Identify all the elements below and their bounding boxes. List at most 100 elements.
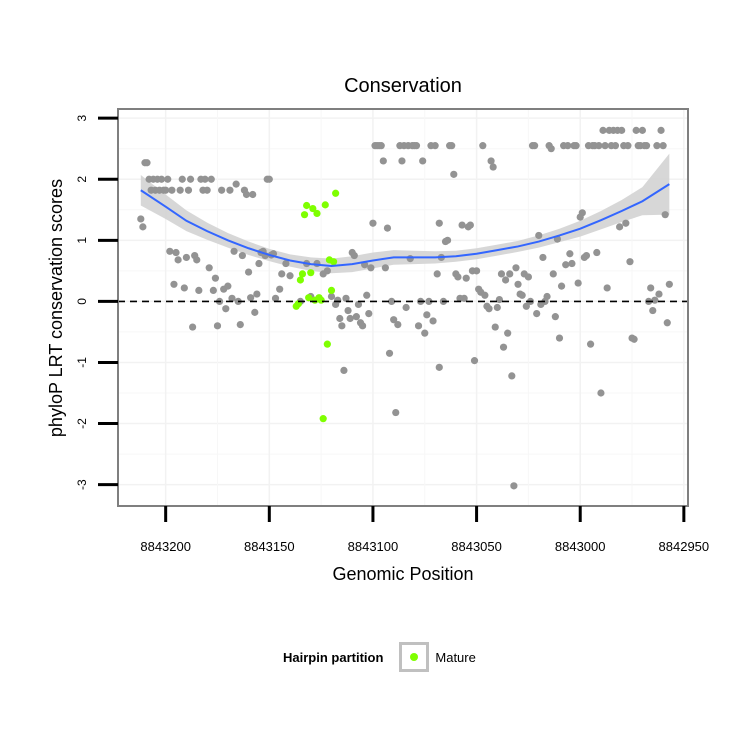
- score-point: [524, 273, 533, 281]
- score-point: [385, 349, 394, 357]
- score-point: [201, 175, 209, 183]
- score-point: [367, 264, 375, 272]
- score-point: [568, 259, 576, 268]
- score-point: [665, 280, 673, 288]
- score-point: [238, 251, 246, 260]
- score-point: [265, 175, 273, 183]
- mature-point: [303, 201, 311, 210]
- mature-point: [309, 204, 317, 213]
- score-point: [655, 290, 663, 298]
- score-point: [555, 334, 564, 342]
- score-point: [139, 223, 147, 231]
- score-point: [390, 316, 398, 324]
- score-point: [626, 258, 634, 266]
- score-point: [247, 294, 255, 302]
- chart-title: Conservation: [344, 75, 462, 97]
- mature-point: [319, 415, 327, 423]
- x-tick-label: 8843100: [348, 539, 399, 554]
- score-point: [253, 290, 261, 298]
- score-point: [255, 259, 263, 268]
- score-point: [166, 247, 174, 255]
- y-tick-label: -2: [75, 418, 89, 429]
- score-point: [462, 274, 470, 282]
- score-point: [383, 224, 392, 232]
- score-point: [388, 297, 396, 305]
- mature-point: [298, 270, 307, 278]
- score-point: [157, 175, 166, 183]
- score-point: [286, 272, 294, 280]
- score-point: [578, 209, 586, 217]
- score-point: [433, 270, 441, 278]
- score-point: [618, 126, 626, 134]
- score-point: [481, 291, 489, 299]
- score-point: [394, 321, 402, 329]
- score-point: [624, 142, 632, 150]
- score-point: [533, 310, 541, 318]
- y-tick-label: 1: [75, 237, 89, 244]
- score-point: [419, 157, 427, 165]
- legend-key-mature: [399, 642, 430, 672]
- score-point: [504, 329, 512, 337]
- score-point: [499, 343, 508, 351]
- score-point: [278, 270, 286, 278]
- score-point: [236, 321, 244, 329]
- y-tick-label: 2: [75, 176, 89, 183]
- score-point: [495, 295, 503, 304]
- score-point: [601, 142, 609, 150]
- score-point: [535, 231, 543, 240]
- score-point: [458, 221, 466, 229]
- score-point: [369, 219, 377, 227]
- score-point: [189, 323, 197, 331]
- score-point: [205, 264, 213, 272]
- score-point: [562, 261, 570, 269]
- score-point: [649, 306, 657, 315]
- score-point: [506, 270, 514, 278]
- score-point: [599, 126, 607, 134]
- x-tick-label: 8843200: [140, 539, 191, 554]
- score-point: [350, 251, 358, 260]
- score-point: [398, 157, 406, 165]
- score-point: [611, 142, 620, 150]
- score-point: [566, 250, 574, 258]
- score-point: [352, 313, 360, 321]
- score-point: [595, 142, 603, 150]
- score-point: [137, 215, 145, 223]
- x-tick-label: 8843150: [244, 539, 295, 554]
- score-point: [593, 248, 601, 257]
- score-point: [232, 180, 240, 188]
- score-point: [230, 247, 238, 255]
- score-point: [431, 142, 439, 150]
- score-point: [180, 284, 188, 292]
- x-tick-label: 8842950: [659, 539, 710, 554]
- score-point: [508, 372, 516, 380]
- score-point: [143, 159, 151, 167]
- confidence-band: [140, 153, 670, 274]
- score-point: [547, 145, 555, 153]
- score-point: [653, 142, 661, 150]
- score-point: [209, 286, 217, 294]
- score-point: [564, 142, 572, 150]
- score-point: [603, 284, 611, 292]
- score-point: [630, 335, 638, 343]
- score-point: [412, 142, 421, 150]
- score-point: [586, 340, 595, 348]
- score-point: [323, 267, 331, 275]
- score-point: [354, 300, 363, 309]
- y-tick-label: -1: [75, 357, 89, 368]
- score-point: [377, 142, 385, 150]
- score-point: [402, 303, 410, 312]
- mature-point: [327, 286, 336, 294]
- score-point: [522, 302, 530, 310]
- score-point: [193, 256, 201, 264]
- score-point: [659, 142, 667, 150]
- plot-border: [117, 108, 689, 507]
- score-point: [638, 126, 647, 134]
- score-point: [182, 253, 190, 262]
- score-point: [597, 389, 605, 397]
- score-point: [435, 219, 443, 227]
- score-point: [195, 286, 203, 294]
- score-point: [271, 294, 280, 302]
- score-point: [454, 273, 462, 281]
- x-tick-label: 8843050: [451, 539, 502, 554]
